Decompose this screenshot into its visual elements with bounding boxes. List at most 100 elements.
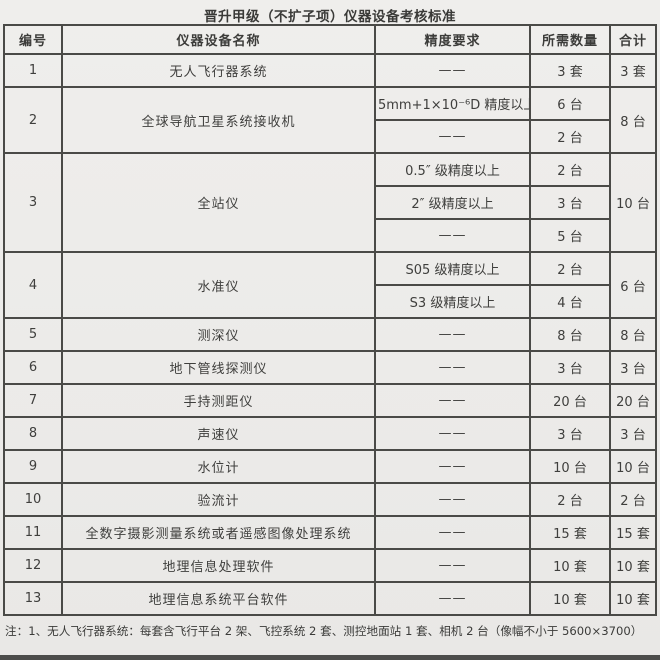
table-row: —— 5 台	[4, 218, 656, 253]
quantity-cell: 2 台	[529, 119, 611, 154]
header-row: 编号 仪器设备名称 精度要求 所需数量 合计	[3, 24, 657, 55]
row-number-cell: 11	[3, 515, 63, 550]
equipment-name-cell: 水准仪	[61, 251, 376, 319]
equipment-name-cell: 全数字摄影测量系统或者遥感图像处理系统	[61, 515, 376, 550]
total-cell: 2 台	[609, 482, 657, 517]
equipment-name-cell: 全球导航卫星系统接收机	[61, 86, 376, 154]
table-row: 13 地理信息系统平台软件 —— 10 套 10 套	[3, 581, 657, 616]
quantity-cell: 3 台	[529, 416, 611, 451]
quantity-cell: 15 套	[529, 515, 611, 550]
total-cell: 10 台	[609, 449, 657, 484]
equipment-name-cell: 地理信息处理软件	[61, 548, 376, 583]
total-cell: 6 台	[609, 251, 657, 319]
equipment-name-cell: 水位计	[61, 449, 376, 484]
table-row: 11 全数字摄影测量系统或者遥感图像处理系统 —— 15 套 15 套	[3, 515, 657, 550]
precision-cell: ——	[374, 53, 531, 88]
equipment-name-cell: 全站仪	[61, 152, 376, 253]
row-number-cell: 13	[3, 581, 63, 616]
precision-cell: ——	[374, 119, 531, 154]
no-requirement-dash: ——	[438, 459, 467, 474]
no-requirement-dash: ——	[438, 327, 467, 342]
table-row: —— 2 台	[4, 119, 656, 154]
row-number-cell: 12	[3, 548, 63, 583]
precision-cell: ——	[374, 350, 531, 385]
no-requirement-dash: ——	[438, 63, 467, 78]
row-number-cell: 7	[3, 383, 63, 418]
table-row: 2″ 级精度以上 3 台	[4, 185, 656, 220]
total-cell: 15 套	[609, 515, 657, 550]
precision-cell: ——	[374, 581, 531, 616]
scan-edge-bar	[0, 655, 660, 660]
quantity-cell: 10 套	[529, 548, 611, 583]
equipment-name-cell: 声速仪	[61, 416, 376, 451]
quantity-cell: 2 台	[529, 152, 611, 187]
total-cell: 10 套	[609, 548, 657, 583]
page-title: 晋升甲级（不扩子项）仪器设备考核标准	[204, 9, 456, 25]
precision-cell: ——	[374, 548, 531, 583]
total-cell: 10 台	[609, 152, 657, 253]
quantity-cell: 10 台	[529, 449, 611, 484]
table-row: 9 水位计 —— 10 台 10 台	[3, 449, 657, 484]
row-number-cell: 5	[3, 317, 63, 352]
row-number-cell: 9	[3, 449, 63, 484]
total-cell: 3 台	[609, 350, 657, 385]
precision-cell: ——	[374, 383, 531, 418]
row-number-cell: 1	[3, 53, 63, 88]
quantity-cell: 3 台	[529, 185, 611, 220]
header-name: 仪器设备名称	[61, 24, 376, 55]
header-number: 编号	[3, 24, 63, 55]
table-header: 编号 仪器设备名称 精度要求 所需数量 合计	[3, 24, 657, 55]
equipment-name-cell: 测深仪	[61, 317, 376, 352]
equipment-name-cell: 地理信息系统平台软件	[61, 581, 376, 616]
precision-cell: ——	[374, 416, 531, 451]
quantity-cell: 5 台	[529, 218, 611, 253]
no-requirement-dash: ——	[438, 558, 467, 573]
precision-cell: ——	[374, 482, 531, 517]
quantity-cell: 3 台	[529, 350, 611, 385]
header-quantity: 所需数量	[529, 24, 611, 55]
equipment-name-cell: 地下管线探测仪	[61, 350, 376, 385]
table-row: 3 全站仪 0.5″ 级精度以上 2 台 10 台	[3, 152, 657, 253]
no-requirement-dash: ——	[438, 360, 467, 375]
precision-cell: 5mm+1×10⁻⁶D 精度以上	[374, 86, 531, 121]
precision-cell: ——	[374, 515, 531, 550]
table-row: 7 手持测距仪 —— 20 台 20 台	[3, 383, 657, 418]
total-cell: 20 台	[609, 383, 657, 418]
no-requirement-dash: ——	[438, 525, 467, 540]
quantity-cell: 3 套	[529, 53, 611, 88]
precision-cell: S05 级精度以上	[374, 251, 531, 286]
quantity-cell: 6 台	[529, 86, 611, 121]
table-row: S3 级精度以上 4 台	[4, 284, 656, 319]
no-requirement-dash: ——	[438, 393, 467, 408]
equipment-name-cell: 无人飞行器系统	[61, 53, 376, 88]
row-number-cell: 10	[3, 482, 63, 517]
precision-cell: S3 级精度以上	[374, 284, 531, 319]
no-requirement-dash: ——	[438, 492, 467, 507]
header-precision: 精度要求	[374, 24, 531, 55]
no-requirement-dash: ——	[438, 228, 467, 243]
quantity-cell: 4 台	[529, 284, 611, 319]
no-requirement-dash: ——	[438, 426, 467, 441]
no-requirement-dash: ——	[438, 129, 467, 144]
equipment-name-cell: 验流计	[61, 482, 376, 517]
quantity-cell: 8 台	[529, 317, 611, 352]
precision-cell: ——	[374, 449, 531, 484]
precision-cell: ——	[374, 218, 531, 253]
row-number-cell: 4	[3, 251, 63, 319]
header-total: 合计	[609, 24, 657, 55]
quantity-cell: 10 套	[529, 581, 611, 616]
total-cell: 3 套	[609, 53, 657, 88]
quantity-cell: 2 台	[529, 251, 611, 286]
row-number-cell: 8	[3, 416, 63, 451]
total-cell: 3 台	[609, 416, 657, 451]
quantity-cell: 20 台	[529, 383, 611, 418]
